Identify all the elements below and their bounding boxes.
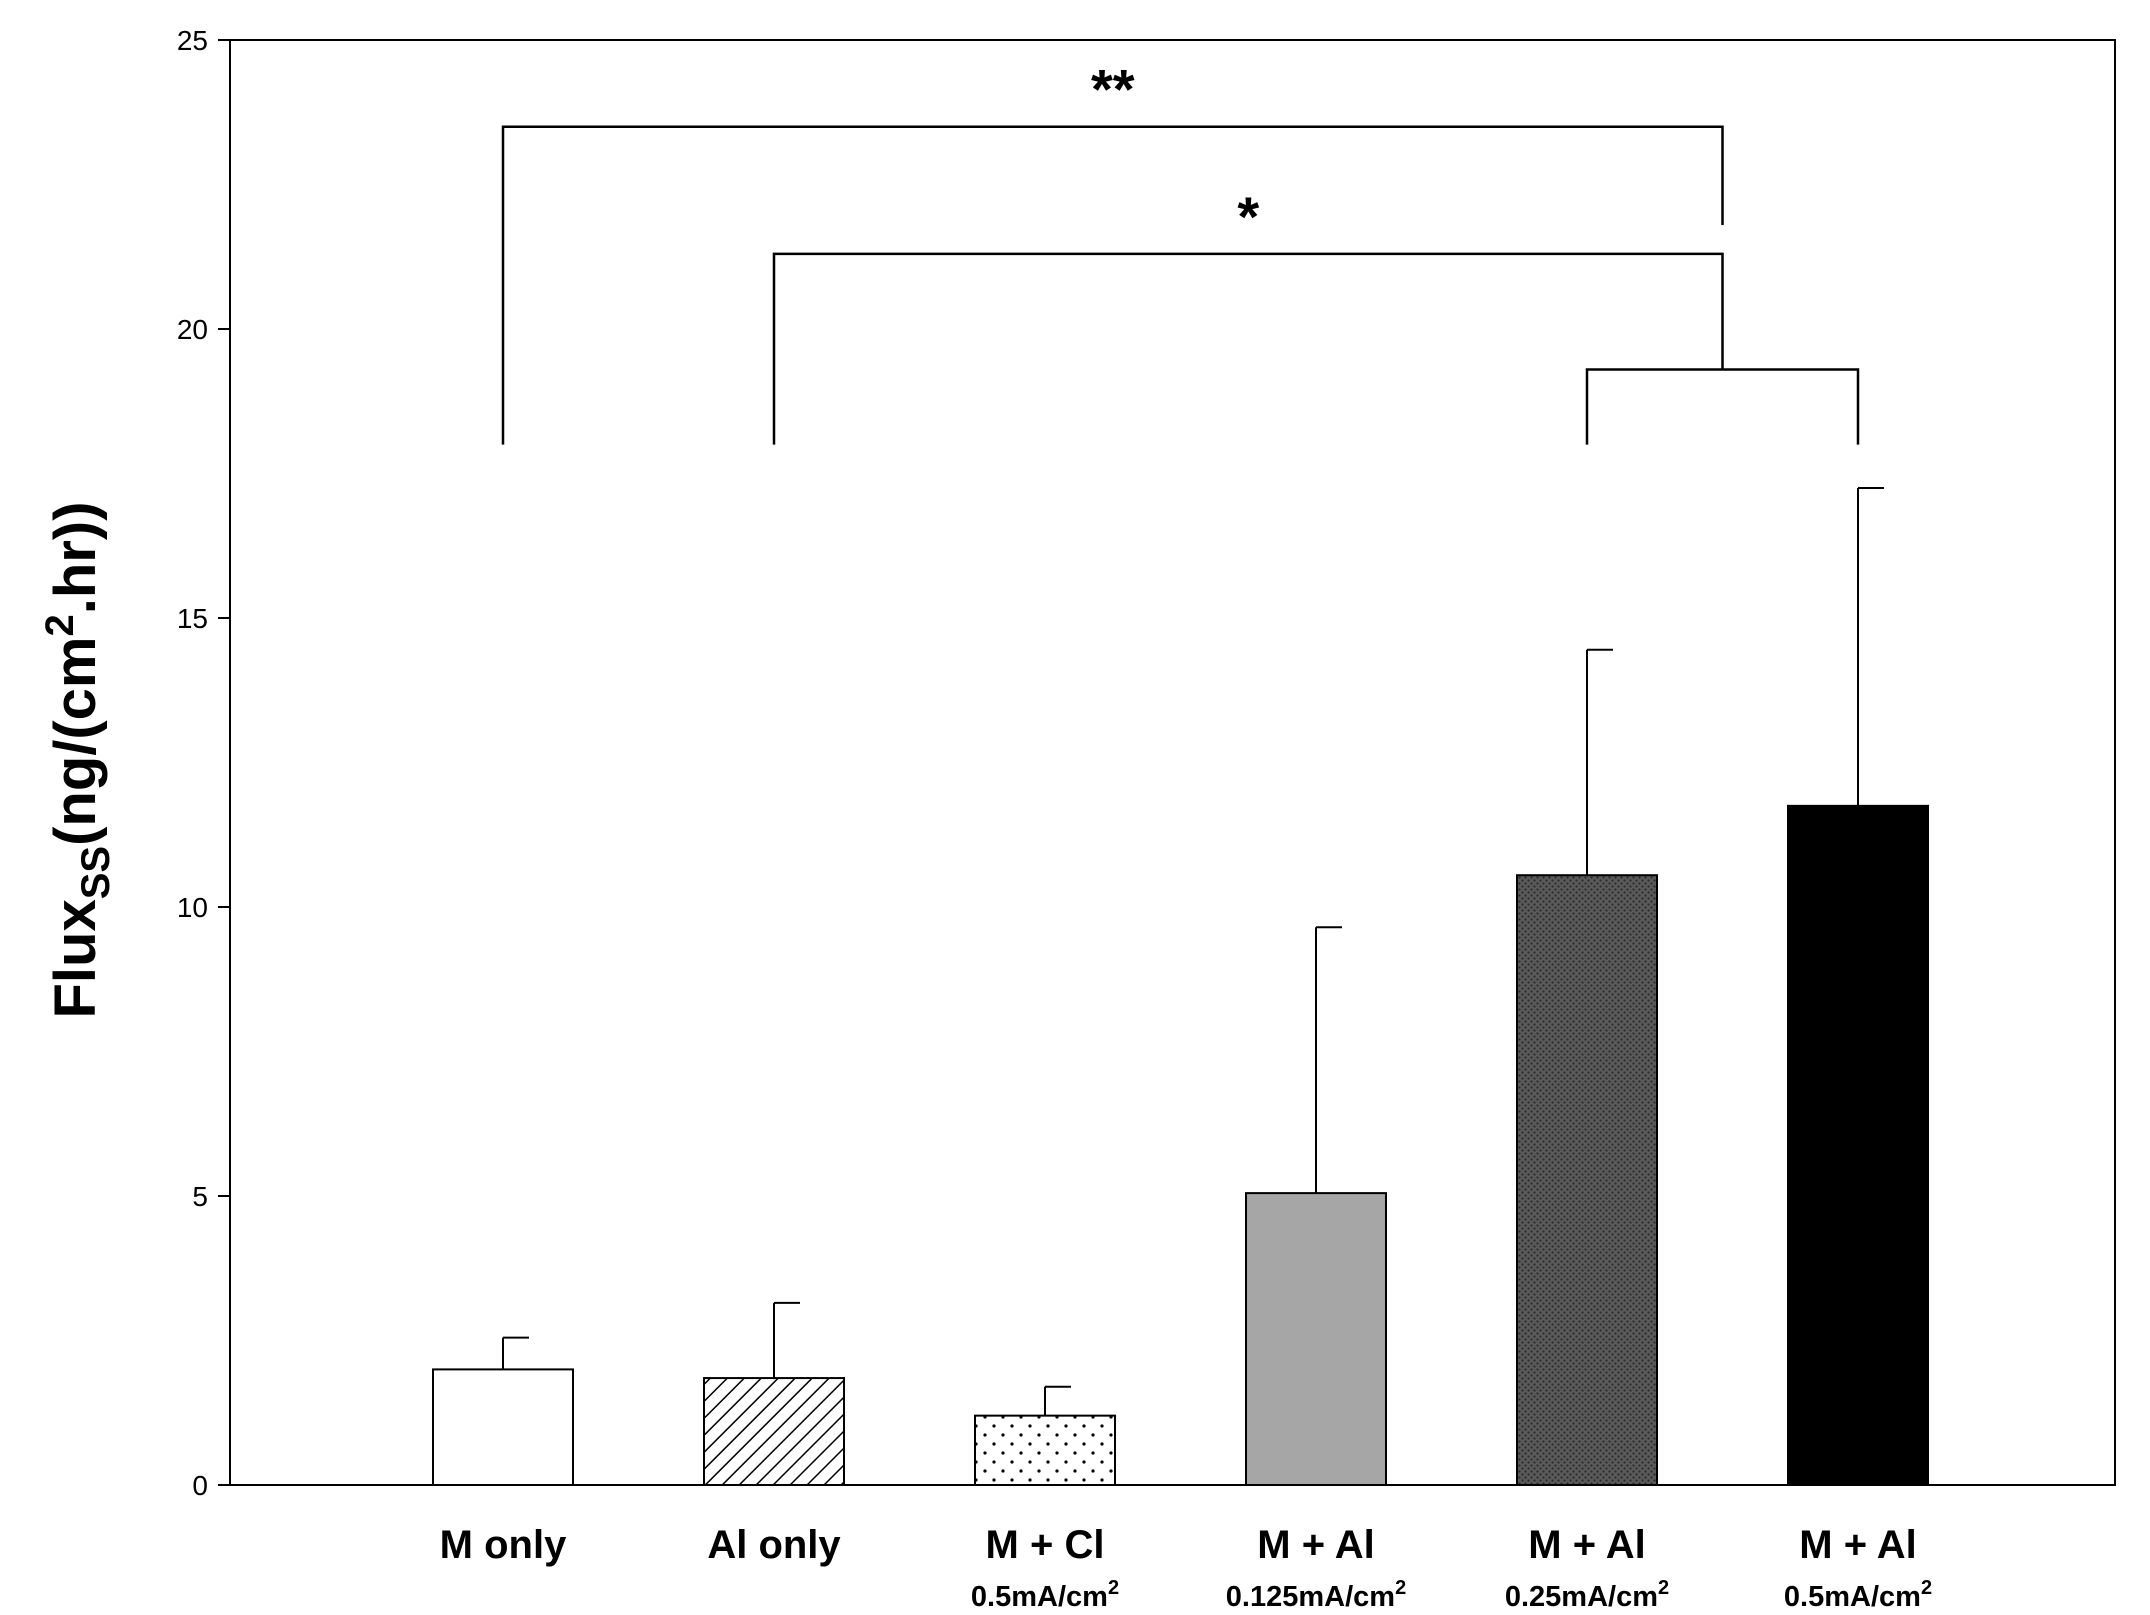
significance-bracket (501, 125, 1724, 445)
x-axis-labels: M only Al only M + Cl 0.5mA/cm2 M + Al 0.125m… (440, 1523, 1932, 1613)
bar (432, 1368, 574, 1487)
x-category-label: M + Al (1257, 1523, 1374, 1567)
y-tick-label: 20 (177, 314, 208, 345)
y-tick-label: 0 (192, 1470, 208, 1501)
y-tick-label: 25 (177, 25, 208, 56)
bar (1787, 804, 1929, 1486)
x-category-sublabel: 0.25mA/cm2 (1505, 1577, 1669, 1613)
y-axis: 0 5 10 15 20 25 (177, 25, 230, 1501)
error-bars (502, 486, 1884, 1416)
bar (974, 1414, 1116, 1487)
bar (1516, 874, 1658, 1486)
x-category-sublabel: 0.5mA/cm2 (1784, 1577, 1932, 1613)
y-tick-label: 5 (192, 1181, 208, 1212)
x-category-label: M + Al (1799, 1523, 1916, 1567)
significance-brackets: *** (501, 58, 1860, 445)
bar (1245, 1192, 1387, 1486)
plot-frame (229, 39, 2116, 1486)
significance-label: ** (1091, 58, 1135, 121)
y-tick-label: 15 (177, 603, 208, 634)
significance-label: * (1237, 185, 1259, 248)
x-category-sublabel: 0.5mA/cm2 (971, 1577, 1119, 1613)
x-category-sublabel: 0.125mA/cm2 (1226, 1577, 1406, 1613)
y-axis-title: FluxSS(ng/(cm2.hr)) (38, 501, 118, 1018)
x-category-label: M only (440, 1523, 567, 1567)
significance-bracket (772, 252, 1724, 445)
bar-series (432, 804, 1929, 1487)
group-bracket (1585, 368, 1860, 445)
bar (703, 1377, 845, 1486)
x-category-label: Al only (707, 1523, 841, 1567)
x-category-label: M + Al (1528, 1523, 1645, 1567)
y-tick-label: 10 (177, 892, 208, 923)
x-category-label: M + Cl (986, 1523, 1105, 1567)
